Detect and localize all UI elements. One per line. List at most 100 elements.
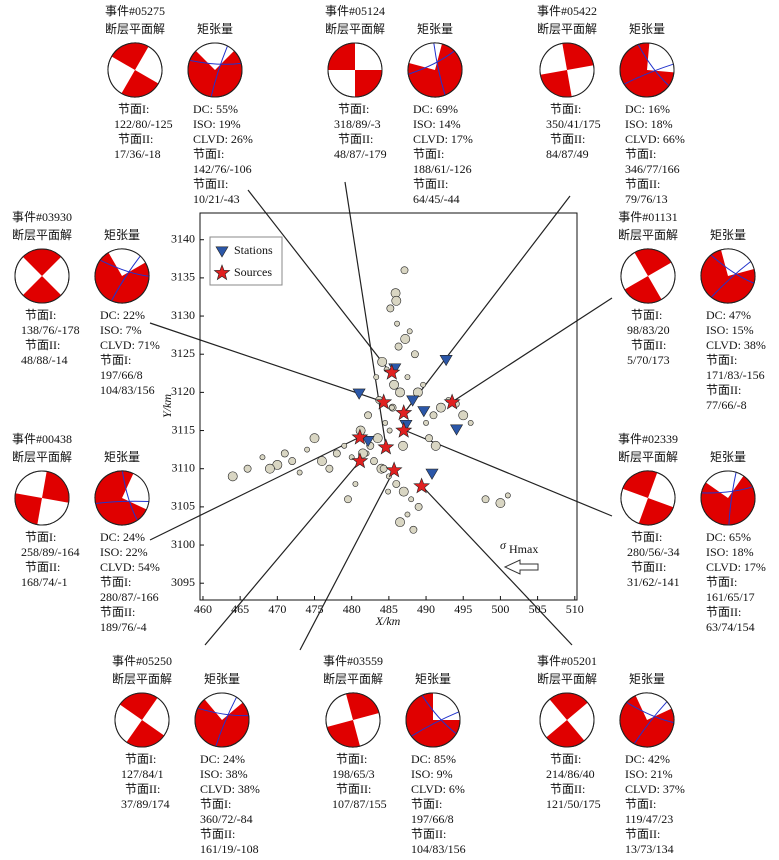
mt-line: ISO: 19% xyxy=(193,117,241,131)
event-point xyxy=(420,381,426,388)
nodal-line xyxy=(190,59,241,65)
fps-label: 断层平面解 xyxy=(618,449,678,464)
connector xyxy=(204,460,361,646)
mt-line: 142/76/-106 xyxy=(193,162,252,176)
event-point xyxy=(400,266,409,275)
fps-line: 节面I: xyxy=(631,308,662,322)
event-id: 事件#03930 xyxy=(12,210,72,224)
mt-line: CLVD: 38% xyxy=(706,338,766,352)
mt-line: 104/83/156 xyxy=(100,383,155,397)
connector xyxy=(247,189,391,373)
ball-rim xyxy=(539,42,595,98)
fps-label: 断层平面解 xyxy=(323,671,383,686)
event-point xyxy=(264,463,275,474)
fps-line: 198/65/3 xyxy=(332,767,375,781)
ball-quadrant xyxy=(638,498,674,525)
nodal-line xyxy=(623,63,674,85)
mt-line: 197/66/8 xyxy=(411,812,454,826)
fps-line: 节面II: xyxy=(125,782,160,796)
x-axis-label: X/km xyxy=(375,614,401,628)
ball-rim xyxy=(620,470,676,526)
event-point xyxy=(395,517,405,528)
focal-mechanism-ball xyxy=(539,692,595,748)
nodal-line xyxy=(95,500,149,505)
station-marker xyxy=(361,435,375,448)
fps-label: 断层平面解 xyxy=(12,449,72,464)
mt-line: ISO: 18% xyxy=(625,117,673,131)
ball-rim xyxy=(700,470,756,526)
moment-tensor-ball xyxy=(187,42,243,98)
legend-marker xyxy=(213,264,231,281)
moment-tensor-ball xyxy=(700,248,756,304)
event-point xyxy=(398,486,409,497)
connector xyxy=(149,436,361,541)
ball-quadrant xyxy=(22,248,62,276)
fps-line: 节面II: xyxy=(336,782,371,796)
ball-quadrant xyxy=(195,43,235,70)
mt-line: ISO: 14% xyxy=(413,117,461,131)
event-point xyxy=(341,442,348,449)
event-point xyxy=(296,469,303,476)
nodal-line xyxy=(728,472,737,526)
y-axis-label: Y/km xyxy=(160,394,174,418)
moment-tensor-ball xyxy=(94,470,150,526)
ball-rim xyxy=(14,248,70,304)
mt-line: 节面II: xyxy=(706,383,741,397)
fps-line: 节面II: xyxy=(338,132,373,146)
mt-line: 161/65/17 xyxy=(706,590,755,604)
ball-quadrant xyxy=(22,276,62,303)
event-point xyxy=(243,464,252,473)
fps-line: 121/50/175 xyxy=(546,797,601,811)
nodal-line xyxy=(215,697,237,747)
mt-line: 节面I: xyxy=(625,147,656,161)
ball-quadrant xyxy=(562,43,594,70)
event-point xyxy=(414,502,423,511)
source-marker xyxy=(375,393,393,410)
ball-quadrant xyxy=(622,471,658,498)
event-point xyxy=(352,481,359,487)
ball-rim xyxy=(325,692,381,748)
source-marker xyxy=(395,421,413,438)
fps-label: 断层平面解 xyxy=(12,227,72,242)
fps-line: 48/88/-14 xyxy=(21,353,68,367)
mt-line: DC: 55% xyxy=(193,102,238,116)
connector xyxy=(421,485,573,646)
event-point xyxy=(325,464,334,473)
event-point xyxy=(304,446,310,453)
ball-quadrant xyxy=(433,693,460,720)
fps-line: 节面I: xyxy=(118,102,149,116)
plot xyxy=(200,236,576,600)
fps-line: 350/41/175 xyxy=(546,117,601,131)
fps-line: 节面I: xyxy=(550,102,581,116)
mt-line: DC: 24% xyxy=(200,752,245,766)
x-tick-label: 460 xyxy=(194,602,212,616)
moment-tensor-ball xyxy=(194,692,250,748)
ball-quadrant xyxy=(549,693,588,720)
mt-line: CLVD: 66% xyxy=(625,132,685,146)
event-point xyxy=(379,464,388,473)
connector xyxy=(451,297,613,403)
event-point xyxy=(370,457,378,465)
ball-quadrant xyxy=(204,693,243,720)
fps-line: 节面I: xyxy=(25,530,56,544)
event-point xyxy=(436,402,446,413)
fps-line: 节面I: xyxy=(338,102,369,116)
source-marker xyxy=(383,363,401,380)
mt-line: ISO: 21% xyxy=(625,767,673,781)
legend-label: Stations xyxy=(234,243,273,257)
station-marker xyxy=(450,424,464,436)
mt-line: 节面II: xyxy=(625,177,660,191)
ball-rim xyxy=(407,42,463,98)
mt-line: CLVD: 6% xyxy=(411,782,465,796)
mt-line: DC: 85% xyxy=(411,752,456,766)
source-marker xyxy=(443,393,461,410)
ball-rim xyxy=(114,692,170,748)
focal-mechanism-ball xyxy=(14,470,70,526)
ball-rim xyxy=(327,42,383,98)
event-point xyxy=(227,471,238,482)
nodal-line xyxy=(408,50,455,75)
mt-line: DC: 47% xyxy=(706,308,751,322)
mt-line: 188/61/-126 xyxy=(413,162,472,176)
y-tick-label: 3115 xyxy=(171,422,195,436)
mt-line: DC: 24% xyxy=(100,530,145,544)
